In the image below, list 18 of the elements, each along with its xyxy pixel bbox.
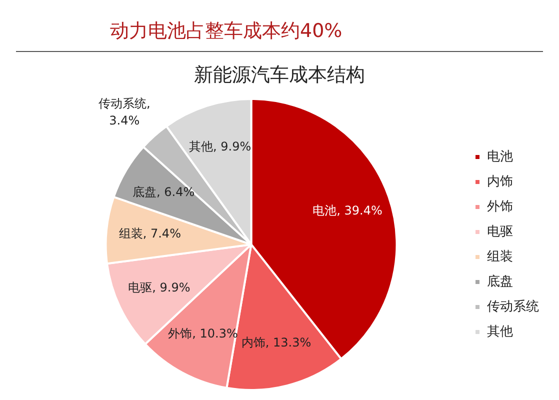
data-label: 电驱, 9.9%: [128, 280, 190, 294]
chart-title: 动力电池占整车成本约40%: [110, 19, 342, 44]
legend-label: 电池: [487, 149, 513, 164]
legend-label: 其他: [487, 324, 513, 340]
data-label: 组装, 7.4%: [118, 226, 181, 240]
legend-label: 外饰: [487, 199, 513, 214]
legend-label: 组装: [487, 249, 513, 264]
legend-label: 底盘: [487, 274, 513, 290]
legend-label: 内饰: [487, 174, 513, 190]
legend-label: 电驱: [487, 224, 513, 240]
chart-subtitle: 新能源汽车成本结构: [193, 63, 366, 88]
legend-label: 传动系统: [487, 299, 539, 314]
data-label: 外饰, 10.3%: [168, 326, 238, 340]
data-label: 其他, 9.9%: [189, 140, 252, 154]
data-label: 内饰, 13.3%: [241, 335, 312, 350]
data-label: 电池, 39.4%: [312, 203, 382, 218]
data-label: 底盘, 6.4%: [132, 184, 195, 199]
data-label: 传动系统, 3.4%: [98, 96, 150, 128]
